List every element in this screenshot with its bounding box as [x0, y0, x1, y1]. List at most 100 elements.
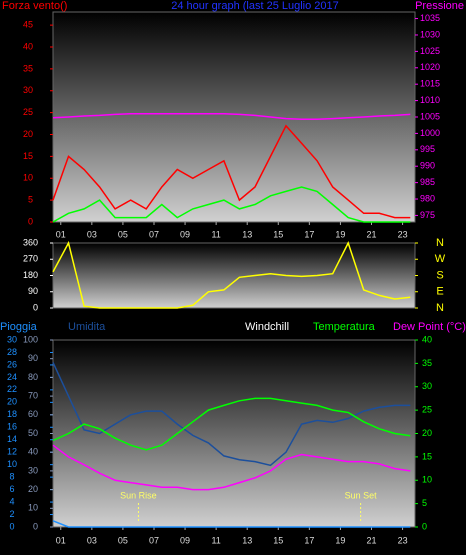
y2-tick-label: 1025 — [420, 46, 440, 56]
y-tick-label: 22 — [7, 384, 17, 394]
y-tick-label: 8 — [9, 472, 14, 482]
x-tick-label: 15 — [273, 535, 283, 545]
y-tick-label: 4 — [9, 496, 14, 506]
annotation: Sun Set — [345, 490, 378, 500]
x-tick-label: 11 — [211, 229, 220, 239]
y2-tick-label: 15 — [422, 451, 432, 461]
x-tick-label: 03 — [87, 535, 97, 545]
y-tick-label: 10 — [23, 173, 33, 183]
y2-tick-label: 975 — [420, 210, 435, 220]
y3-tick-label: 60 — [28, 409, 38, 419]
y2-tick-label: 1030 — [420, 29, 440, 39]
y-tick-label: 20 — [23, 129, 33, 139]
y2-tick-label: 40 — [422, 334, 432, 344]
y3-tick-label: 70 — [28, 390, 38, 400]
legend-entry: Umidita — [68, 321, 106, 333]
y3-tick-label: 20 — [28, 484, 38, 494]
legend-entry: Temperatura — [313, 321, 376, 333]
x-tick-label: 01 — [56, 535, 66, 545]
y2-tick-label: N — [436, 237, 444, 249]
y-tick-label: 270 — [23, 254, 38, 264]
y2-tick-label: W — [435, 253, 446, 265]
y2-tick-label: 995 — [420, 144, 435, 154]
x-tick-label: 19 — [335, 535, 345, 545]
y-tick-label: 180 — [23, 270, 38, 280]
y-tick-label: 26 — [7, 359, 17, 369]
series-line — [52, 520, 411, 528]
y3-tick-label: 100 — [23, 334, 38, 344]
y3-tick-label: 50 — [28, 428, 38, 438]
y2-tick-label: 1015 — [420, 79, 440, 89]
y-tick-label: 40 — [23, 41, 33, 51]
y2-tick-label: 1005 — [420, 111, 440, 121]
y2-tick-label: 5 — [422, 498, 427, 508]
x-tick-label: 03 — [87, 229, 97, 239]
x-tick-label: 13 — [242, 229, 252, 239]
y-tick-label: 18 — [7, 409, 17, 419]
y2-tick-label: 1000 — [420, 128, 440, 138]
x-tick-label: 09 — [180, 229, 190, 239]
annotation: Sun Rise — [120, 490, 157, 500]
x-tick-label: 23 — [398, 229, 408, 239]
y2-tick-label: 0 — [422, 521, 427, 531]
y-tick-label: 0 — [9, 521, 14, 531]
series-line — [52, 124, 411, 219]
y2-tick-label: 35 — [422, 358, 432, 368]
y-tick-label: 12 — [7, 447, 17, 457]
y2-tick-label: 10 — [422, 475, 432, 485]
y-tick-label: 10 — [7, 459, 17, 469]
y-tick-label: 0 — [28, 216, 33, 226]
x-tick-label: 19 — [335, 229, 345, 239]
y2-tick-label: 1035 — [420, 13, 440, 23]
legend-entry: Pioggia — [0, 321, 38, 333]
legend-entry: Dew Point (°C) — [393, 321, 466, 333]
y2-tick-label: 980 — [420, 193, 435, 203]
y3-tick-label: 30 — [28, 465, 38, 475]
x-tick-label: 21 — [366, 229, 376, 239]
y2-tick-label: S — [436, 269, 443, 281]
y-tick-label: 0 — [33, 302, 38, 312]
y-tick-label: 25 — [23, 107, 33, 117]
y-tick-label: 20 — [7, 397, 17, 407]
y-tick-label: 15 — [23, 151, 33, 161]
x-tick-label: 05 — [118, 535, 128, 545]
x-tick-label: 07 — [149, 535, 159, 545]
y-tick-label: 14 — [7, 434, 17, 444]
y-tick-label: 45 — [23, 20, 33, 30]
x-tick-label: 13 — [242, 535, 252, 545]
series-line — [52, 397, 411, 451]
y2-tick-label: 30 — [422, 381, 432, 391]
y2-tick-label: 1010 — [420, 95, 440, 105]
y2-tick-label: E — [436, 286, 443, 298]
y-tick-label: 28 — [7, 347, 17, 357]
x-tick-label: 23 — [398, 535, 408, 545]
y3-tick-label: 80 — [28, 372, 38, 382]
y-tick-label: 16 — [7, 422, 17, 432]
x-tick-label: 05 — [118, 229, 128, 239]
x-tick-label: 17 — [304, 535, 314, 545]
y-tick-label: 2 — [9, 509, 14, 519]
y-tick-label: 30 — [7, 334, 17, 344]
y-tick-label: 24 — [7, 372, 17, 382]
y2-tick-label: 990 — [420, 161, 435, 171]
y2-tick-label: 25 — [422, 405, 432, 415]
series-line — [52, 362, 411, 467]
x-tick-label: 11 — [211, 535, 220, 545]
y-tick-label: 30 — [23, 85, 33, 95]
y-tick-label: 90 — [28, 286, 38, 296]
series-line — [52, 444, 411, 491]
y3-tick-label: 0 — [33, 521, 38, 531]
x-tick-label: 07 — [149, 229, 159, 239]
y3-tick-label: 90 — [28, 353, 38, 363]
plot-background — [53, 340, 415, 527]
y3-tick-label: 40 — [28, 447, 38, 457]
y2-tick-label: 1020 — [420, 62, 440, 72]
y-tick-label: 360 — [23, 237, 38, 247]
y3-tick-label: 10 — [28, 503, 38, 513]
x-tick-label: 15 — [273, 229, 283, 239]
x-tick-label: 09 — [180, 535, 190, 545]
y-tick-label: 5 — [28, 195, 33, 205]
series-line — [52, 186, 411, 223]
